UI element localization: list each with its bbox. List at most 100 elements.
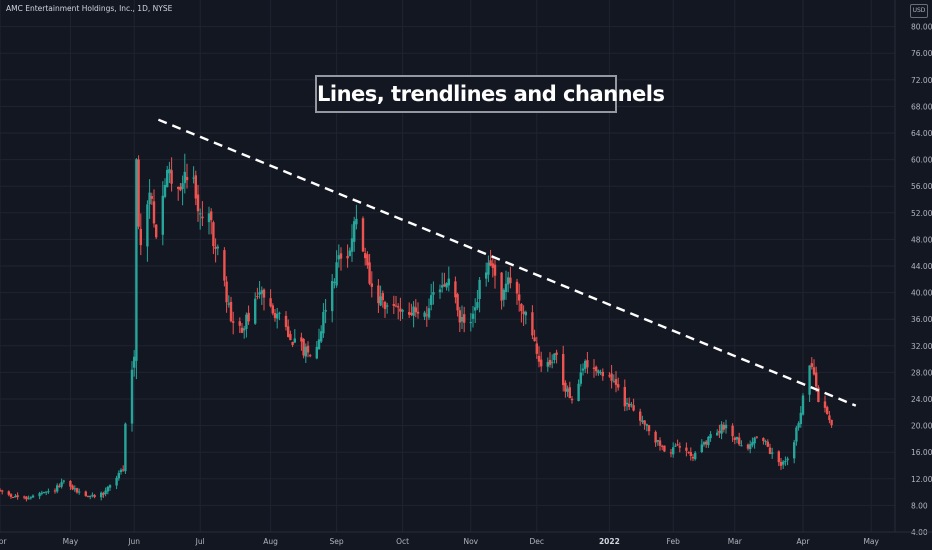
candle [658,437,662,451]
candle [386,302,389,314]
currency-button[interactable]: USD [910,4,928,18]
candle [9,493,13,499]
candle [586,352,589,374]
candle [69,480,72,490]
candle [25,496,28,502]
candle [766,439,769,448]
candle [672,442,675,458]
time-axis[interactable]: Apr May Jun Jul Aug Sep Oct Nov Dec 2022 Feb Mar Apr… [0,531,932,546]
candle [537,346,541,368]
candle [522,305,525,326]
candle [346,244,349,268]
candle [768,443,772,455]
y-tick-label: 48.00 [911,235,932,244]
candle [227,295,230,308]
candle [408,302,411,318]
candle [687,451,690,454]
y-tick-label: 72.00 [911,76,932,85]
candle [610,364,613,389]
candle [533,329,536,342]
candle [232,311,235,335]
candle [302,338,305,359]
x-tick-label: Oct [396,537,409,546]
candle [27,495,30,500]
candle [381,290,384,308]
price-axis[interactable]: 4.008.0012.0016.0020.0024.0028.0032.0036… [894,0,932,537]
candle [58,483,61,488]
candle [304,343,307,363]
candle [273,308,277,322]
candle [612,374,615,383]
candle [562,345,565,392]
candle [60,478,63,489]
candle [500,272,503,310]
candle [669,449,673,458]
y-tick-label: 36.00 [911,315,932,324]
candle [62,479,65,484]
candle [441,272,444,293]
candle [663,445,666,453]
candle [520,303,523,323]
candle [414,299,417,318]
candle [115,475,118,490]
y-tick-label: 68.00 [911,102,932,111]
candle [823,395,827,413]
candle [524,310,527,325]
candle [196,184,200,222]
candle [579,364,582,387]
candle [42,491,46,494]
candle [592,359,596,378]
candle [817,385,820,403]
candle [223,247,226,287]
candle [331,273,334,323]
x-tick-label: May [863,537,879,546]
candle [808,365,811,402]
candle [548,352,552,368]
candle [716,429,719,436]
candle [361,216,365,253]
candle [599,369,602,376]
candle [7,490,10,497]
candle [93,494,96,499]
candle [135,158,138,380]
candle [676,439,679,447]
candle [614,371,618,393]
candle [504,270,508,300]
candle [771,447,774,459]
candle [322,303,325,338]
candle [476,289,479,310]
candle [256,287,259,300]
candle [707,436,710,448]
candle [102,491,105,498]
y-tick-label: 24.00 [911,395,932,404]
x-tick-label: Jun [127,537,140,546]
candle [782,460,785,469]
candle [315,341,318,360]
candle [353,216,356,252]
candle [795,425,798,446]
candle [152,189,156,228]
candle [647,424,651,436]
trendline[interactable] [157,118,857,407]
candle [617,377,620,391]
candle [826,405,829,415]
candle [751,437,754,448]
candle [269,289,272,308]
candle [641,415,644,425]
candle [53,488,57,494]
candle [333,278,336,289]
candle [656,439,659,446]
candle [469,312,472,332]
y-tick-label: 64.00 [911,129,932,138]
chart-title-annotation[interactable]: Lines, trendlines and channels [315,75,665,113]
candle [691,453,695,462]
candle [146,200,149,262]
candle [287,319,290,338]
candle [104,487,107,497]
candle [793,439,796,464]
candle [779,458,783,470]
candle [491,255,494,278]
candle [260,286,263,305]
